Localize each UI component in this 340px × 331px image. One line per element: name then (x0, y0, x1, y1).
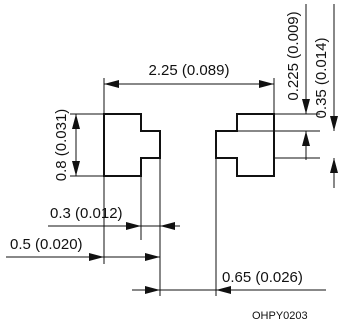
arrowhead (259, 80, 274, 88)
arrowhead (330, 158, 338, 173)
arrowhead (89, 253, 104, 261)
arrowhead (216, 286, 231, 294)
arrowhead (160, 222, 175, 230)
arrowhead (302, 131, 310, 146)
label-step-right: 0.35 (0.014) (313, 38, 330, 119)
label-height-left: 0.8 (0.031) (53, 109, 70, 182)
part-code: OHPY0203 (252, 310, 308, 322)
arrowhead (330, 116, 338, 131)
arrowhead (145, 253, 160, 261)
right-pad-outline (215, 113, 275, 177)
arrowhead (104, 80, 119, 88)
arrowhead (72, 114, 80, 129)
arrowhead (302, 99, 310, 114)
label-tab-width: 0.3 (0.012) (50, 205, 123, 222)
label-step-top: 0.225 (0.009) (285, 11, 302, 100)
label-gap-width: 0.65 (0.026) (222, 269, 303, 286)
left-pad-outline (103, 113, 161, 177)
arrowhead (126, 222, 141, 230)
label-pad-width: 0.5 (0.020) (10, 236, 83, 253)
arrowhead (72, 161, 80, 176)
label-pad-pitch: 2.25 (0.089) (149, 62, 230, 79)
arrowhead (145, 286, 160, 294)
